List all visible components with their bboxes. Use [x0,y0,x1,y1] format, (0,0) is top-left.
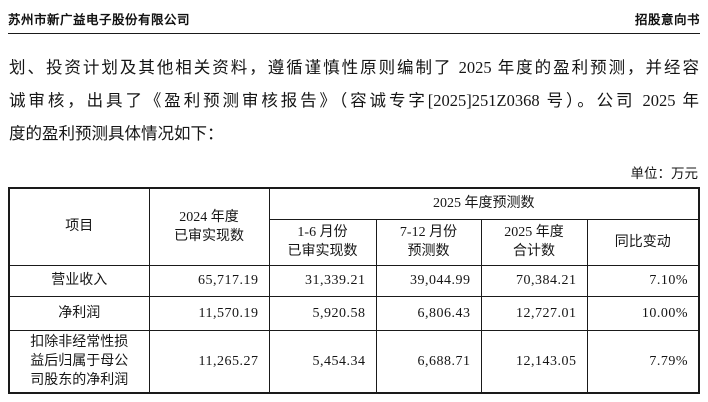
paragraph-line: 划、投资计划及其他相关资料，遵循谨慎性原则编制了 2025 年度的盈利预测，并经… [9,58,699,77]
cell-2025-total: 12,143.05 [480,329,588,393]
cell-h1-audited: 31,339.21 [268,264,377,297]
cell-2024-audited: 11,265.27 [148,329,270,393]
paragraph-line: 诚审核，出具了《盈利预测审核报告》（容诚专字[2025]251Z0368 号）。… [9,91,699,110]
cell-h2-forecast: 39,044.99 [375,264,482,297]
cell-h2-forecast: 6,688.71 [375,329,482,393]
cell-h1-audited: 5,454.34 [268,329,377,393]
table-header-row-group: 项目 2024 年度 已审实现数 2025 年度预测数 [8,187,700,266]
unit-label: 单位：万元 [630,166,699,181]
cell-2024-audited: 65,717.19 [148,264,270,297]
company-name: 苏州市新广益电子股份有限公司 [8,13,191,27]
cell-h1-audited: 5,920.58 [268,295,377,331]
table-row: 净利润 11,570.19 5,920.58 6,806.43 12,727.0… [8,295,700,331]
header-cell-h1-audited: 1-6 月份 已审实现数 [268,218,377,266]
running-header: 苏州市新广益电子股份有限公司 招股意向书 [8,0,700,34]
document-type-label: 招股意向书 [634,13,700,27]
cell-2025-total: 12,727.01 [480,295,588,331]
row-item-label: 净利润 [8,295,150,331]
body-paragraph: 划、投资计划及其他相关资料，遵循谨慎性原则编制了 2025 年度的盈利预测，并经… [9,51,699,150]
row-item-label: 扣除非经常性损 益后归属于母公 司股东的净利润 [8,329,150,393]
row-item-label: 营业收入 [8,264,150,297]
header-cell-h2-forecast: 7-12 月份 预测数 [375,218,482,266]
table-header-row-sub: 1-6 月份 已审实现数 7-12 月份 预测数 2025 年度 合计数 同比变… [9,218,700,266]
cell-yoy-change: 10.00% [586,295,700,331]
header-cell-yoy-change: 同比变动 [586,218,700,266]
header-cell-2025-forecast-group: 2025 年度预测数 [268,187,700,220]
header-cell-2024-audited: 2024 年度 已审实现数 [148,187,270,266]
profit-forecast-table: 项目 2024 年度 已审实现数 2025 年度预测数 1-6 月份 已审实现数… [8,187,700,394]
cell-2025-total: 70,384.21 [480,264,588,297]
cell-yoy-change: 7.79% [586,329,700,393]
cell-h2-forecast: 6,806.43 [375,295,482,331]
table-row: 扣除非经常性损 益后归属于母公 司股东的净利润 11,265.27 5,454.… [8,329,700,393]
cell-2024-audited: 11,570.19 [148,295,270,331]
table-row: 营业收入 65,717.19 31,339.21 39,044.99 70,38… [8,264,700,297]
cell-yoy-change: 7.10% [586,264,700,297]
header-cell-2025-total: 2025 年度 合计数 [480,218,588,266]
paragraph-line: 度的盈利预测具体情况如下： [9,124,224,143]
header-cell-item: 项目 [8,187,150,266]
